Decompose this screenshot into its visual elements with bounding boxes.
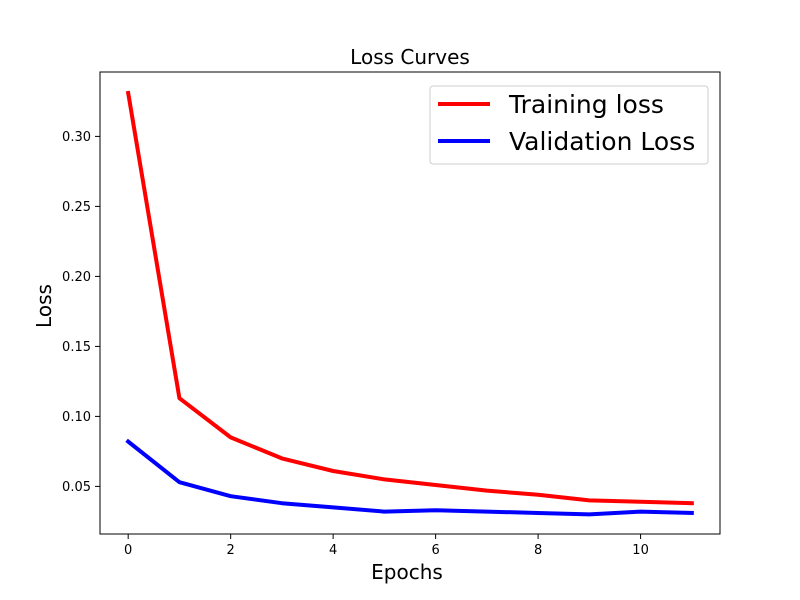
series-line-training-loss — [125, 90, 694, 506]
legend-label-training-loss: Training loss — [508, 90, 664, 119]
x-tick-label: 6 — [431, 543, 439, 558]
y-tick-label: 0.15 — [62, 340, 91, 355]
series-line-validation-loss — [125, 438, 694, 517]
y-tick-label: 0.20 — [62, 270, 91, 285]
x-tick-label: 4 — [329, 543, 337, 558]
x-axis-label: Epochs — [371, 560, 443, 584]
y-axis: 0.05 0.10 0.15 0.20 0.25 0.30 — [62, 130, 100, 495]
y-tick-label: 0.10 — [62, 410, 91, 425]
plot-frame — [99, 71, 721, 535]
x-tick-label: 2 — [227, 543, 235, 558]
y-axis-label: Loss — [32, 284, 56, 328]
legend-box — [429, 85, 709, 165]
y-tick-label: 0.05 — [62, 480, 91, 495]
x-axis: 0 2 4 6 8 10 — [124, 534, 649, 558]
legend: Training loss Validation Loss — [429, 85, 709, 165]
legend-label-validation-loss: Validation Loss — [509, 127, 695, 156]
chart-title: Loss Curves — [350, 45, 470, 69]
y-tick-label: 0.30 — [62, 130, 91, 145]
x-tick-label: 0 — [124, 543, 132, 558]
series-layer — [125, 90, 694, 517]
x-tick-label: 8 — [534, 543, 542, 558]
y-tick-label: 0.25 — [62, 200, 91, 215]
x-tick-label: 10 — [632, 543, 649, 558]
